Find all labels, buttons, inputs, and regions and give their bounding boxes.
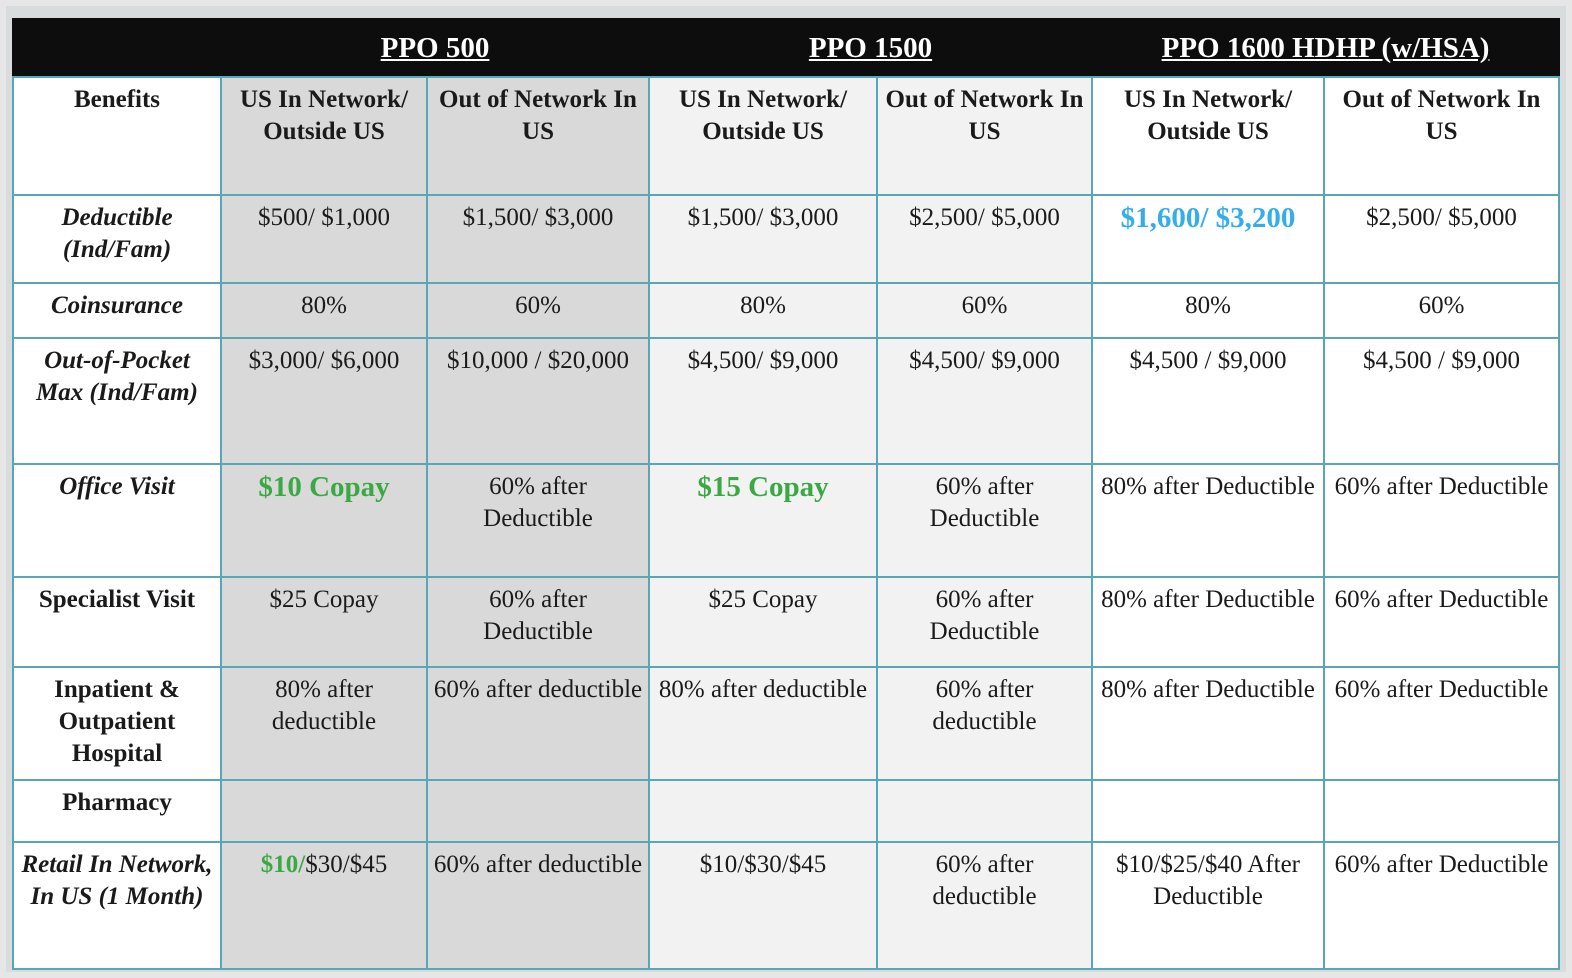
table-cell: 60% — [876, 282, 1093, 339]
table-cell: $4,500/ $9,000 — [876, 337, 1093, 465]
corner-cell — [12, 18, 222, 78]
table-row: Specialist Visit $25 Copay 60% after Ded… — [12, 576, 1561, 668]
plan-hdhp-title: PPO 1600 HDHP (w/HSA) — [1090, 18, 1561, 78]
table-cell: $500/ $1,000 — [220, 194, 428, 284]
retail-green-part: $10/ — [260, 851, 306, 878]
table-cell: 60% — [426, 282, 650, 339]
table-cell: 80% after Deductible — [1091, 576, 1325, 668]
table-cell — [1322, 779, 1561, 843]
benefits-comparison-table: PPO 500 PPO 1500 PPO 1600 HDHP (w/HSA) B… — [12, 18, 1561, 970]
table-cell: 60% after deductible — [426, 666, 650, 781]
table-cell: $2,500/ $5,000 — [876, 194, 1093, 284]
hdhp-in-network-header: US In Network/ Outside US — [1091, 76, 1325, 196]
table-cell: 80% after deductible — [220, 666, 428, 781]
table-cell: 60% after deductible — [876, 666, 1093, 781]
table-cell — [876, 779, 1093, 843]
section-label-pharmacy: Pharmacy — [12, 779, 222, 843]
row-label-coinsurance: Coinsurance — [12, 282, 222, 339]
table-row: Inpatient & Outpatient Hospital 80% afte… — [12, 666, 1561, 781]
table-cell: 80% — [1091, 282, 1325, 339]
plan-header-row: PPO 500 PPO 1500 PPO 1600 HDHP (w/HSA) — [12, 18, 1561, 78]
ppo500-office-copay: $10 Copay — [258, 471, 390, 503]
table-row: Deductible (Ind/Fam) $500/ $1,000 $1,500… — [12, 194, 1561, 284]
table-cell: $10/$25/$40 After Deductible — [1091, 841, 1325, 970]
table-cell: $4,500/ $9,000 — [648, 337, 878, 465]
table-row: Office Visit $10 Copay 60% after Deducti… — [12, 463, 1561, 578]
table-cell: 60% after Deductible — [426, 463, 650, 578]
network-header-row: Benefits US In Network/ Outside US Out o… — [12, 76, 1561, 196]
table-cell: $1,500/ $3,000 — [648, 194, 878, 284]
row-label-hospital: Inpatient & Outpatient Hospital — [12, 666, 222, 781]
plan-ppo500-title: PPO 500 — [220, 18, 650, 78]
table-cell: 60% after deductible — [876, 841, 1093, 970]
table-cell: 60% after Deductible — [876, 576, 1093, 668]
table-row: Pharmacy — [12, 779, 1561, 843]
row-label-deductible: Deductible (Ind/Fam) — [12, 194, 222, 284]
table-cell: 80% after Deductible — [1091, 666, 1325, 781]
table-cell: 60% after Deductible — [876, 463, 1093, 578]
table-cell: 80% after Deductible — [1091, 463, 1325, 578]
table-row: Out-of-Pocket Max (Ind/Fam) $3,000/ $6,0… — [12, 337, 1561, 465]
ppo1500-office-copay: $15 Copay — [697, 471, 829, 503]
row-label-office-visit: Office Visit — [12, 463, 222, 578]
table-cell: $10,000 / $20,000 — [426, 337, 650, 465]
table-cell: 60% after Deductible — [1322, 666, 1561, 781]
table-cell: 80% after deductible — [648, 666, 878, 781]
table-cell: 60% after Deductible — [426, 576, 650, 668]
table-cell — [220, 779, 428, 843]
plan-ppo1500-title: PPO 1500 — [648, 18, 1093, 78]
table-cell — [648, 779, 878, 843]
ppo1500-in-network-header: US In Network/ Outside US — [648, 76, 878, 196]
ppo1500-out-network-header: Out of Network In US — [876, 76, 1093, 196]
table-cell: 80% — [220, 282, 428, 339]
table-cell: $3,000/ $6,000 — [220, 337, 428, 465]
table-cell: $10/$30/$45 — [648, 841, 878, 970]
row-label-retail: Retail In Network, In US (1 Month) — [12, 841, 222, 970]
table-cell: $2,500/ $5,000 — [1322, 194, 1561, 284]
row-label-out-of-pocket-max: Out-of-Pocket Max (Ind/Fam) — [12, 337, 222, 465]
table-row: Retail In Network, In US (1 Month) $10/$… — [12, 841, 1561, 970]
hdhp-deductible-highlight: $1,600/ $3,200 — [1120, 202, 1296, 234]
table-cell: $10/$30/$45 — [220, 841, 428, 970]
table-cell: $4,500 / $9,000 — [1091, 337, 1325, 465]
table-cell: $25 Copay — [220, 576, 428, 668]
table-row: Coinsurance 80% 60% 80% 60% 80% 60% — [12, 282, 1561, 339]
table-cell: 60% after deductible — [426, 841, 650, 970]
table-cell: 60% — [1322, 282, 1561, 339]
table-cell: $25 Copay — [648, 576, 878, 668]
ppo500-out-network-header: Out of Network In US — [426, 76, 650, 196]
table-cell: 80% — [648, 282, 878, 339]
table-cell: $4,500 / $9,000 — [1322, 337, 1561, 465]
table-cell: 60% after Deductible — [1322, 576, 1561, 668]
retail-rest-part: $30/$45 — [305, 851, 388, 878]
row-label-specialist-visit: Specialist Visit — [12, 576, 222, 668]
table-cell: 60% after Deductible — [1322, 463, 1561, 578]
table-cell: $1,500/ $3,000 — [426, 194, 650, 284]
table-cell: 60% after Deductible — [1322, 841, 1561, 970]
hdhp-out-network-header: Out of Network In US — [1322, 76, 1561, 196]
table-cell — [426, 779, 650, 843]
benefits-header: Benefits — [12, 76, 222, 196]
ppo500-in-network-header: US In Network/ Outside US — [220, 76, 428, 196]
table-cell — [1091, 779, 1325, 843]
